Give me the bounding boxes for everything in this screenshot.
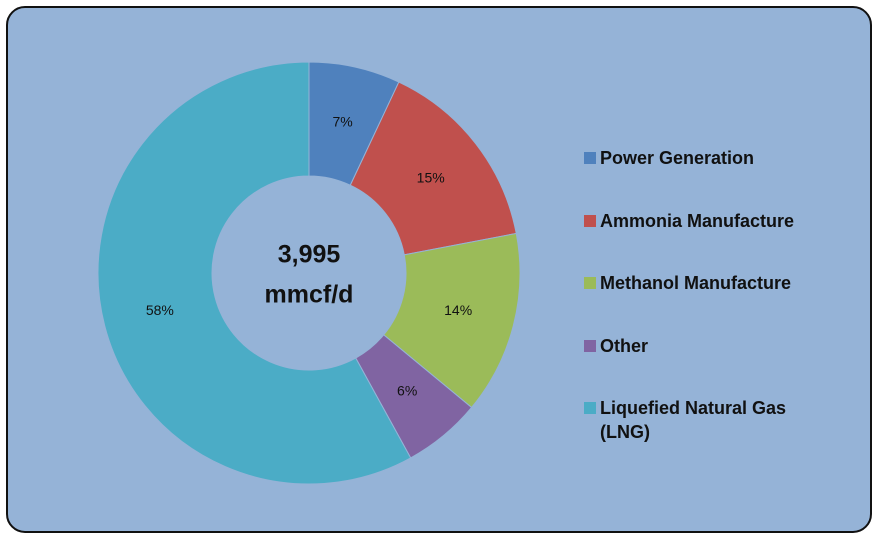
value-label: 58% [146, 302, 174, 318]
legend-swatch [584, 277, 596, 289]
legend-item: Methanol Manufacture [584, 271, 834, 334]
legend-label: Power Generation [600, 148, 755, 168]
legend-swatch [584, 339, 596, 352]
legend-label: Ammonia Manufacture [600, 210, 795, 231]
legend-item: Other [584, 334, 834, 397]
legend-label: Liquefied Natural Gas (LNG) [600, 398, 787, 442]
center-label: 3,995 [278, 241, 341, 269]
slice [349, 81, 517, 256]
legend-label: Other [600, 335, 649, 356]
value-label: 14% [444, 302, 472, 318]
value-label: 6% [397, 382, 417, 398]
slice [97, 61, 412, 485]
center-label: mmcf/d [265, 281, 354, 309]
legend-swatch [584, 402, 596, 414]
slice [383, 232, 521, 409]
value-label: 7% [332, 113, 352, 129]
legend-swatch [584, 214, 596, 227]
value-label: 15% [417, 169, 445, 185]
legend-item: Liquefied Natural Gas (LNG) [584, 396, 834, 459]
legend-label: Methanol Manufacture [600, 273, 792, 293]
legend-swatch [584, 152, 596, 164]
legend-item: Power Generation [584, 146, 834, 209]
legend-item: Ammonia Manufacture [584, 209, 834, 272]
legend: Power Generation Ammonia Manufacture Metha… [584, 146, 834, 459]
